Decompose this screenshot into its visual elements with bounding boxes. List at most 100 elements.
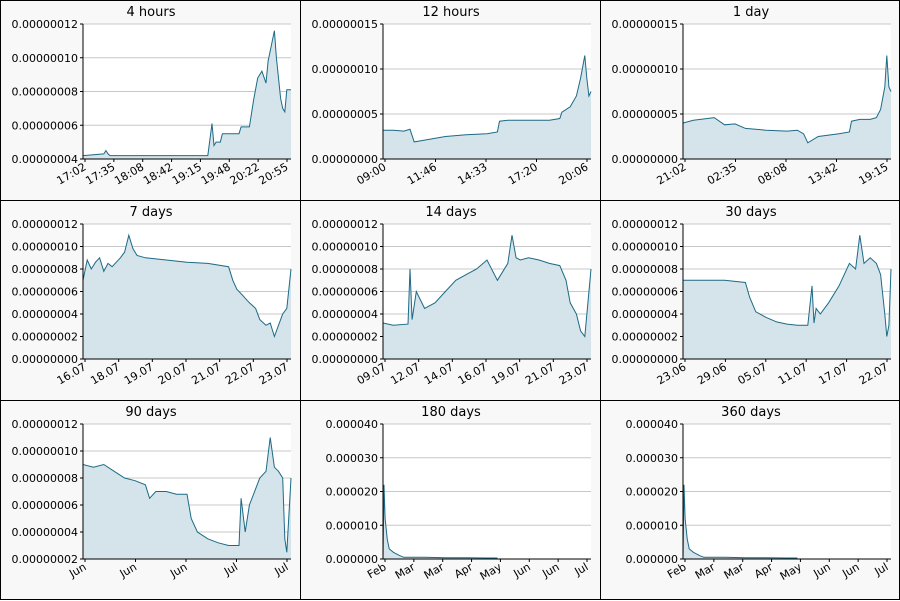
chart-panel: 4 hours 0.00000004 0.00000006 0.00000008 0.0… [0, 0, 301, 201]
series-area [383, 235, 591, 359]
x-tick-label: 14:33 [456, 160, 490, 187]
x-tick-label: 20:22 [228, 160, 262, 187]
chart-title: 1 day [733, 5, 770, 20]
x-tick-label: Jun [117, 560, 139, 580]
chart-svg: 4 hours 0.00000004 0.00000006 0.00000008 0.0… [12, 5, 291, 187]
x-tick-label: 18:08 [112, 160, 146, 187]
chart-svg: 180 days 0.000000 0.000010 0.000020 0.000030… [326, 405, 591, 583]
y-tick-label: 0.000040 [326, 418, 379, 431]
y-tick-label: 0.00000008 [12, 472, 78, 485]
x-tick-label: Mar [722, 560, 747, 582]
x-tick-label: 02:35 [705, 160, 739, 187]
y-tick-label: 0.00000010 [312, 241, 378, 254]
x-tick-label: Mar [693, 560, 718, 582]
x-tick-label: 20:55 [257, 160, 291, 187]
x-tick-label: 17:35 [83, 160, 117, 187]
y-tick-label: 0.00000000 [612, 353, 678, 366]
y-tick-label: 0.00000000 [612, 153, 678, 166]
series-area [83, 437, 291, 559]
y-tick-label: 0.00000006 [12, 119, 78, 132]
y-tick-label: 0.00000010 [312, 63, 378, 76]
y-tick-label: 0.00000005 [312, 108, 378, 121]
y-tick-label: 0.000010 [326, 519, 379, 532]
y-tick-label: 0.00000008 [12, 86, 78, 99]
x-tick-label: Jun [839, 560, 861, 580]
x-tick-label: 19.07 [489, 360, 523, 387]
y-tick-label: 0.00000008 [12, 263, 78, 276]
series-area [683, 235, 891, 359]
x-tick-label: 17.07 [816, 360, 850, 387]
chart-svg: 12 hours 0.00000000 0.00000005 0.00000010 0.… [312, 5, 592, 187]
x-tick-label: 23.07 [557, 360, 591, 387]
series-line [82, 233, 292, 339]
chart-panel: 180 days 0.000000 0.000010 0.000020 0.000030… [300, 400, 601, 600]
x-tick-label: May [778, 560, 805, 583]
y-tick-label: 0.000020 [626, 486, 679, 499]
chart-title: 360 days [721, 405, 781, 420]
x-tick-label: 13:42 [806, 160, 840, 187]
series-line [82, 437, 292, 553]
x-tick-label: 20.07 [156, 360, 190, 387]
y-tick-label: 0.000010 [626, 519, 679, 532]
chart-panel: 360 days 0.000000 0.000010 0.000020 0.000030… [600, 400, 900, 600]
y-tick-label: 0.00000004 [12, 308, 78, 321]
y-tick-label: 0.00000004 [12, 153, 78, 166]
chart-title: 4 hours [127, 5, 176, 20]
x-tick-label: 18:42 [141, 160, 175, 187]
y-tick-label: 0.00000010 [12, 52, 78, 65]
series-line [382, 484, 498, 560]
x-tick-label: 23.07 [257, 360, 291, 387]
x-tick-label: 22.07 [223, 360, 257, 387]
x-tick-label: Mar [422, 560, 447, 582]
y-tick-label: 0.00000002 [312, 331, 378, 344]
y-tick-label: 0.00000010 [12, 241, 78, 254]
x-tick-label: Jul [221, 560, 240, 578]
chart-panel: 14 days 0.00000000 0.00000002 0.00000004 0.0… [300, 200, 601, 401]
chart-title: 90 days [125, 405, 177, 420]
chart-panel: 90 days 0.00000002 0.00000004 0.00000006 0.0… [0, 400, 301, 600]
x-tick-label: 12.07 [388, 360, 422, 387]
y-tick-label: 0.00000005 [612, 108, 678, 121]
y-tick-label: 0.000030 [626, 452, 679, 465]
x-tick-label: 11.07 [776, 360, 810, 387]
chart-svg: 7 days 0.00000000 0.00000002 0.00000004 0.00… [12, 205, 292, 387]
series-line [682, 55, 892, 144]
series-area [83, 30, 291, 160]
x-tick-label: Jul [872, 560, 891, 578]
series-line [82, 30, 291, 157]
series-line [683, 235, 892, 337]
x-tick-label: Mar [393, 560, 418, 582]
x-tick-label: 19:15 [857, 160, 891, 187]
y-tick-label: 0.00000012 [12, 418, 78, 431]
series-line [383, 55, 592, 143]
chart-title: 12 hours [422, 5, 479, 20]
series-area [683, 55, 891, 159]
y-tick-label: 0.00000004 [612, 308, 678, 321]
series-line [682, 484, 798, 560]
y-tick-label: 0.000020 [326, 486, 379, 499]
y-tick-label: 0.00000000 [312, 153, 378, 166]
y-tick-label: 0.00000015 [312, 18, 378, 31]
x-tick-label: Jul [272, 560, 291, 578]
chart-svg: 1 day 0.00000000 0.00000005 0.00000010 0.000… [612, 5, 892, 187]
y-tick-label: 0.00000012 [12, 18, 78, 31]
chart-panel: 7 days 0.00000000 0.00000002 0.00000004 0.00… [0, 200, 301, 401]
x-tick-label: 16.07 [456, 360, 490, 387]
x-tick-label: 20:06 [557, 160, 591, 187]
x-tick-label: 17:20 [506, 160, 540, 187]
y-tick-label: 0.00000008 [612, 263, 678, 276]
chart-svg: 30 days 0.00000000 0.00000002 0.00000004 0.0… [612, 205, 892, 387]
y-tick-label: 0.00000002 [12, 331, 78, 344]
chart-svg: 90 days 0.00000002 0.00000004 0.00000006 0.0… [12, 405, 292, 581]
y-tick-label: 0.00000008 [312, 263, 378, 276]
y-tick-label: 0.00000006 [12, 286, 78, 299]
x-tick-label: 08:08 [756, 160, 790, 187]
y-tick-label: 0.00000006 [312, 286, 378, 299]
y-tick-label: 0.000040 [626, 418, 679, 431]
x-tick-label: Jun [811, 560, 833, 580]
x-tick-label: 19:15 [170, 160, 204, 187]
x-tick-label: 18.07 [88, 360, 122, 387]
x-tick-label: 19:48 [199, 160, 233, 187]
x-tick-label: Jul [572, 560, 591, 578]
y-tick-label: 0.00000002 [12, 553, 78, 566]
